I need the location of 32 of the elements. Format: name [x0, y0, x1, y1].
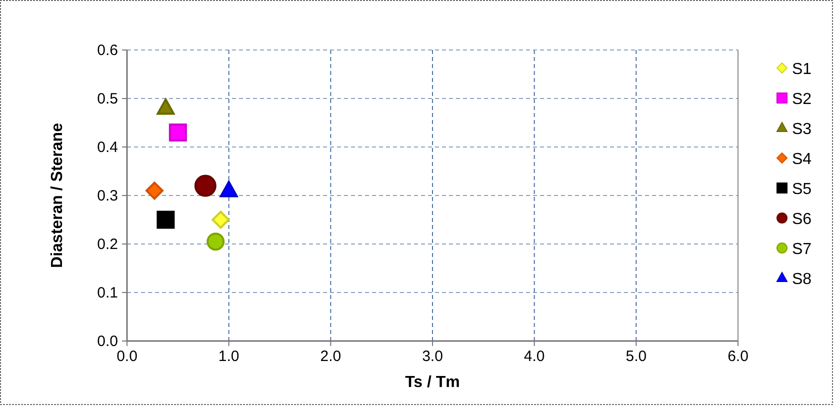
y-tick-label: 0.5 — [97, 90, 118, 108]
legend-label: S3 — [792, 121, 812, 138]
legend-label: S6 — [792, 211, 812, 228]
x-tick-label: 4.0 — [524, 348, 545, 365]
legend-label: S2 — [792, 91, 812, 108]
point — [168, 123, 187, 142]
point — [220, 180, 238, 198]
point — [156, 98, 175, 115]
y-tick-label: 0.4 — [97, 139, 118, 156]
x-tick-label: 0.0 — [116, 348, 138, 365]
y-tick-label: 0.3 — [97, 188, 118, 204]
point — [145, 182, 164, 200]
point — [194, 174, 216, 197]
y-tick-label: 0.2 — [97, 236, 118, 253]
y-tick-label: 0.1 — [97, 284, 118, 302]
x-axis-title: Ts / Tm — [405, 374, 460, 391]
y-tick-label: 0.6 — [97, 42, 118, 59]
y-tick-label: 0.0 — [97, 333, 118, 350]
x-tick-label: 1.0 — [218, 348, 240, 365]
x-tick-label: 2.0 — [320, 348, 342, 365]
legend-label: S5 — [792, 181, 812, 198]
y-axis-title: Diasteran / Sterane — [49, 122, 66, 268]
legend-label: S4 — [792, 151, 812, 168]
legend-label: S1 — [792, 61, 812, 78]
point — [206, 232, 225, 251]
x-tick-label: 6.0 — [728, 348, 748, 365]
point — [212, 210, 230, 229]
point — [156, 210, 175, 229]
legend-label: S8 — [792, 271, 812, 288]
x-tick-label: 5.0 — [626, 348, 647, 365]
x-tick-label: 3.0 — [422, 348, 443, 365]
legend-label: S7 — [792, 241, 812, 258]
